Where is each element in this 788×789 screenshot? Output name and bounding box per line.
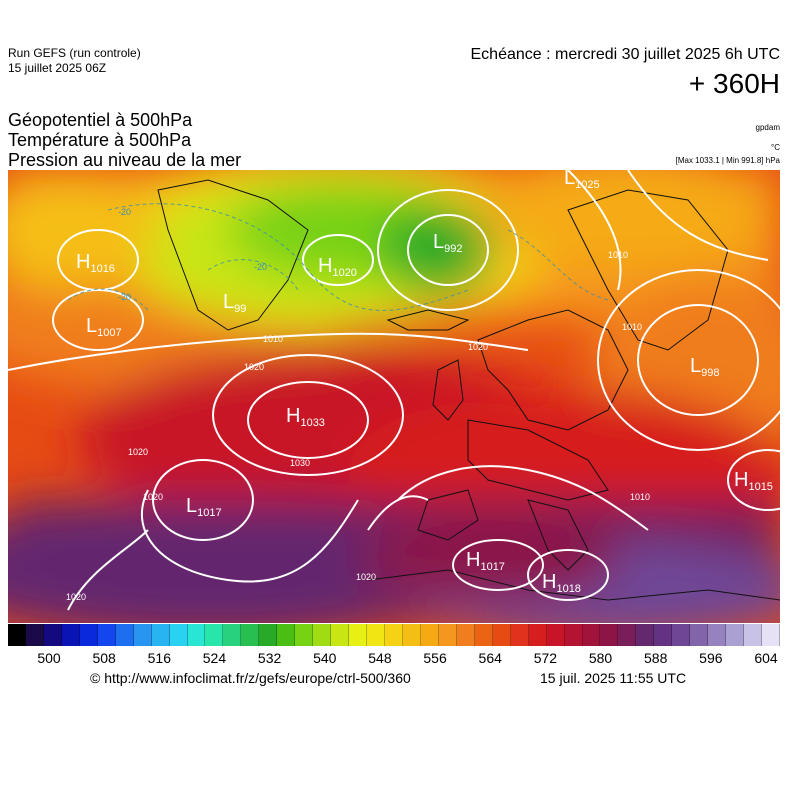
colorbar-swatch (349, 624, 368, 646)
colorbar-tick-label: 532 (257, 650, 282, 666)
temperature-label: -20 (254, 262, 267, 272)
colorbar-swatch (420, 624, 439, 646)
colorbar-swatch (97, 624, 116, 646)
colorbar-swatch (79, 624, 98, 646)
colorbar-swatch (151, 624, 170, 646)
colorbar-swatch (115, 624, 134, 646)
colorbar-tick-label: 556 (423, 650, 447, 666)
colorbar-swatch (169, 624, 188, 646)
colorbar-swatch (8, 624, 26, 646)
source-credit[interactable]: © http://www.infoclimat.fr/z/gefs/europe… (90, 670, 411, 686)
isobar-labels: 1010 1020 1030 1020 1020 1020 1020 1010 1010 1010… (66, 250, 650, 602)
isobar-label: 1020 (143, 492, 163, 502)
isobar-label: 1010 (630, 492, 650, 502)
colorbar-swatch (510, 624, 529, 646)
forecast-valid-time: Echéance : mercredi 30 juillet 2025 6h U… (470, 46, 781, 63)
colorbar-swatch (438, 624, 457, 646)
temperature-isotherms (67, 203, 609, 311)
run-date: 15 juillet 2025 06Z (8, 61, 107, 75)
colorbar-tick-label: 596 (699, 650, 723, 666)
colorbar-swatch (223, 624, 242, 646)
colorbar-swatch (636, 624, 655, 646)
isobars (8, 170, 780, 611)
isobar-label: 1020 (66, 592, 86, 602)
colorbar-swatch (492, 624, 511, 646)
coastlines (157, 179, 780, 601)
colorbar-swatch (708, 624, 727, 646)
colorbar-tick-label: 500 (37, 650, 61, 666)
colorbar-swatch (582, 624, 601, 646)
forecast-lead-time: + 360H (688, 68, 780, 99)
colorbar-tick-label: 572 (533, 650, 558, 666)
colorbar-tick-label: 524 (202, 650, 227, 666)
colorbar-swatch (331, 624, 350, 646)
temperature-label: -20 (118, 207, 131, 217)
temperature-label: -20 (118, 292, 131, 302)
param-temperature: Température à 500hPa (8, 130, 192, 150)
colorbar-swatch (25, 624, 44, 646)
colorbar-swatch (546, 624, 565, 646)
colorbar-tick-label: 580 (588, 650, 613, 666)
colorbar-tick-label: 588 (644, 650, 668, 666)
temperature-labels: -20 -20 -20 (118, 207, 267, 302)
colorbar-swatch (690, 624, 709, 646)
unit-gpdam: gpdam (755, 123, 780, 132)
weather-map: H1016 L1007 L99 H1020 L992 L1025 H1033 L1017 L99… (8, 170, 780, 623)
colorbar-swatch (726, 624, 745, 646)
param-pressure: Pression au niveau de la mer (8, 150, 242, 170)
colorbar-swatch (61, 624, 80, 646)
colorbar-tick-label: 508 (92, 650, 116, 666)
colorbar-tick-label: 516 (147, 650, 171, 666)
isobar-label: 1020 (244, 362, 264, 372)
generation-timestamp: 15 juil. 2025 11:55 UTC (540, 670, 687, 686)
colorbar-swatch (277, 624, 296, 646)
colorbar-swatch (43, 624, 62, 646)
colorbar-swatch (744, 624, 763, 646)
isobar-label: 1020 (356, 572, 376, 582)
colorbar-swatch (600, 624, 619, 646)
colorbar-swatch (187, 624, 206, 646)
colorbar-swatch (456, 624, 475, 646)
colorbar-tick-label: 604 (754, 650, 778, 666)
map-svg: H1016L1007L99H1020L992L1025H1033L1017L99… (8, 170, 780, 623)
isobar-label: 1010 (263, 334, 283, 344)
unit-celsius: °C (771, 143, 780, 152)
isobar-label: 1030 (290, 458, 310, 468)
pressure-system-high: H1015 (734, 469, 773, 493)
colorbar-swatch (528, 624, 547, 646)
colorbar-swatch (385, 624, 403, 646)
isobar-label: 1020 (128, 447, 148, 457)
colorbar-swatch (564, 624, 583, 646)
colorbar-swatch (654, 624, 673, 646)
colorbar-swatch (241, 624, 260, 646)
colorbar (8, 624, 780, 646)
colorbar-swatch (402, 624, 421, 646)
colorbar-swatch (259, 624, 278, 646)
isobar-label: 1010 (622, 322, 642, 332)
colorbar-tick-label: 540 (313, 650, 337, 666)
colorbar-swatch (618, 624, 637, 646)
colorbar-tick-label: 548 (368, 650, 392, 666)
colorbar-swatch (205, 624, 224, 646)
colorbar-swatch (762, 624, 780, 646)
colorbar-swatch (133, 624, 152, 646)
isobar-label: 1010 (608, 250, 628, 260)
colorbar-swatch (672, 624, 691, 646)
colorbar-swatch (474, 624, 493, 646)
unit-pressure-range: [Max 1033.1 | Min 991.8] hPa (675, 156, 780, 165)
colorbar-swatch (367, 624, 386, 646)
colorbar-swatch (313, 624, 332, 646)
colorbar-tick-label: 564 (478, 650, 502, 666)
isobar-label: 1020 (468, 342, 488, 352)
run-title: Run GEFS (run controle) (8, 46, 141, 60)
param-geopotential: Géopotentiel à 500hPa (8, 110, 193, 130)
colorbar-swatch (295, 624, 314, 646)
